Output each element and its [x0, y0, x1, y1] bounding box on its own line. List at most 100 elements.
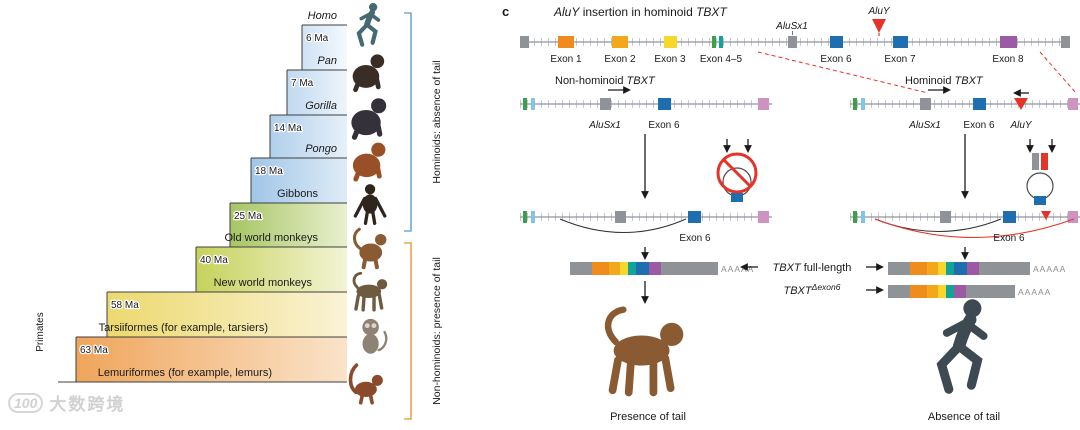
tip-label-gorilla: Gorilla [305, 100, 337, 112]
exon7-box [893, 36, 908, 48]
old-world-monkey-illustration [352, 227, 389, 270]
non-hominoid-gene: TBXT [627, 75, 656, 87]
zoom-dash-right [1039, 51, 1077, 94]
watermark-text: 大数跨境 [49, 395, 126, 414]
tip-label-homo: Homo [308, 10, 337, 22]
utr-box-nh2 [758, 211, 769, 223]
exon6-box-h [973, 98, 986, 110]
exon6-label-top: Exon 6 [820, 54, 852, 65]
clade-band-new-world-monkeys [196, 247, 347, 292]
exon5-box [719, 36, 723, 48]
node-age-63ma: 63 Ma [80, 345, 108, 356]
aluy-wedge-h [1014, 98, 1028, 110]
gene-left-cap [520, 36, 529, 48]
alusx1-label-top: AluSx1 [775, 21, 808, 32]
no-symbol [716, 152, 758, 194]
exon3-box [664, 36, 677, 48]
alusx1-label-nh: AluSx1 [588, 120, 621, 131]
utr-box-h [1068, 98, 1078, 110]
splicing-arc-nh [559, 218, 687, 233]
tip-label-new-world-monkeys: New world monkeys [214, 277, 313, 289]
blocked-splicing-loop [716, 139, 758, 202]
node-age-7ma: 7 Ma [291, 78, 314, 89]
polya-right-1: AAAAA [1033, 264, 1066, 274]
delta-gene: TBXT [784, 285, 813, 297]
clade-band-pongo [270, 115, 347, 158]
node-age-6ma: 6 Ma [306, 33, 329, 44]
exon6-label-h2: Exon 6 [993, 233, 1025, 244]
exon8-box [1000, 36, 1017, 48]
tarsier-illustration [361, 317, 388, 355]
non-hominoid-title: Non-hominoid TBXT [555, 75, 656, 87]
lemur-illustration [348, 363, 385, 405]
exon6-label-h: Exon 6 [963, 120, 995, 131]
exon6-box-nh [658, 98, 671, 110]
node-age-14ma: 14 Ma [274, 123, 302, 134]
aluy-insertion-panel: c AluY insertion in hominoid TBXT AluSx1… [502, 4, 1080, 423]
clade-band-tarsiiformes [107, 292, 347, 337]
monkey-with-tail-illustration [608, 310, 683, 393]
non-hominoid-prefix: Non-hominoid [555, 75, 627, 87]
exon45-label: Exon 4–5 [700, 54, 743, 65]
start-exon-lightblue [531, 98, 535, 110]
panel-letter: c [502, 4, 509, 19]
alu-pairing-loop [1026, 139, 1056, 205]
exon6-box-nh2 [688, 211, 701, 223]
clade-band-gibbons [251, 158, 347, 203]
alusx1-box-nh2 [615, 211, 626, 223]
human-illustration [359, 3, 378, 45]
mrna-full-length-right [888, 262, 1030, 275]
clade-band-gorilla [287, 70, 347, 115]
alusx1-box-top [788, 36, 797, 48]
gorilla-illustration [351, 98, 386, 137]
start-exon-lightblue-h [861, 98, 865, 110]
hominoid-bracket [404, 12, 412, 232]
alusx1-box-nh [600, 98, 611, 110]
clade-band-lemuriformes [76, 337, 347, 382]
delta-exon6-label: TBXTΔexon6 [784, 282, 841, 297]
start-exon-green [523, 98, 527, 110]
orangutan-illustration [353, 143, 386, 179]
start-exon-green-h2 [853, 211, 857, 223]
node-age-18ma: 18 Ma [255, 166, 283, 177]
zoom-dash-left [757, 51, 929, 94]
clade-band-old-world-monkeys [230, 203, 347, 247]
outcome-presence-of-tail: Presence of tail [610, 411, 686, 423]
root-label-primates: Primates [35, 312, 46, 351]
hominoid-bracket-label: Hominoids: absence of tail [431, 60, 443, 183]
splicing-arc-skipping [874, 218, 1075, 238]
exon7-label: Exon 7 [884, 54, 916, 65]
aluy-wedge-h2 [1041, 211, 1051, 220]
tip-label-pongo: Pongo [305, 143, 337, 155]
exon2-label: Exon 2 [604, 54, 636, 65]
full-length-label: TBXT full-length [773, 262, 852, 274]
hominoid-gene: TBXT [955, 75, 984, 87]
full-length-suffix: full-length [801, 262, 852, 274]
panel-title-mid: insertion in hominoid [579, 5, 696, 19]
start-exon-lightblue-h2 [861, 211, 865, 223]
clade-band-homo-pan [302, 25, 347, 70]
start-exon-green-h [853, 98, 857, 110]
tip-label-old-world-monkeys: Old world monkeys [224, 232, 318, 244]
watermark: 100 大数跨境 [8, 390, 125, 415]
aluy-label-top: AluY [867, 6, 890, 17]
exon4-box [712, 36, 716, 48]
watermark-logo: 100 [8, 392, 44, 413]
polya-left: AAAAA [721, 264, 754, 274]
exon6-label-nh2: Exon 6 [679, 233, 711, 244]
polya-right-2: AAAAA [1018, 287, 1051, 297]
hominoid-prefix: Hominoid [905, 75, 955, 87]
tip-label-lemuriformes: Lemuriformes (for example, lemurs) [98, 367, 272, 379]
utr-box-nh [758, 98, 769, 110]
alusx1-box-h2 [940, 211, 951, 223]
start-exon-green-2 [523, 211, 527, 223]
exon8-label: Exon 8 [992, 54, 1024, 65]
new-world-monkey-illustration [352, 271, 389, 312]
gibbon-illustration [353, 182, 387, 225]
exon1-label: Exon 1 [550, 54, 582, 65]
chimpanzee-illustration [353, 54, 385, 89]
full-length-gene: TBXT [773, 262, 802, 274]
alusx1-label-h: AluSx1 [908, 120, 941, 131]
delta-superscript: Δexon6 [811, 282, 841, 292]
